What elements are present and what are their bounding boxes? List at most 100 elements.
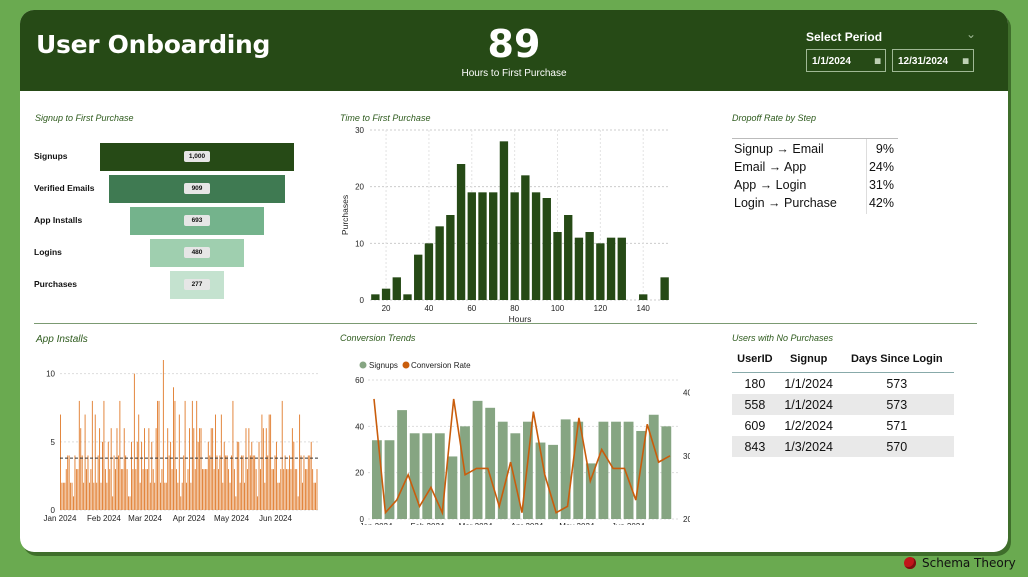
- installs-bar: [309, 455, 311, 510]
- calendar-icon[interactable]: ▦: [874, 58, 881, 65]
- x-tick-label: Mar 2024: [128, 514, 162, 523]
- installs-bar: [257, 496, 259, 510]
- x-tick-label: 20: [382, 304, 391, 313]
- chevron-down-icon[interactable]: ⌄: [966, 27, 977, 41]
- table-row[interactable]: 843 1/3/2024 570: [732, 436, 954, 457]
- installs-bar: [164, 482, 166, 510]
- x-tick-label: May 2024: [559, 522, 595, 525]
- signups-bar: [372, 440, 382, 519]
- installs-bar: [158, 400, 160, 510]
- table-row[interactable]: 609 1/2/2024 571: [732, 415, 954, 436]
- no-purchase-title: Users with No Purchases: [732, 333, 834, 343]
- installs-bar: [203, 469, 205, 510]
- installs-bar: [152, 469, 154, 510]
- installs-bar: [233, 469, 235, 510]
- installs-bar: [99, 428, 101, 510]
- installs-bar: [110, 428, 112, 510]
- end-date-value: 12/31/2024: [898, 56, 949, 67]
- installs-bar: [60, 414, 61, 510]
- calendar-icon[interactable]: ▦: [962, 58, 969, 65]
- dropoff-column-divider: [866, 139, 867, 214]
- histogram-bar: [381, 288, 391, 300]
- installs-bar: [252, 455, 254, 510]
- column-header[interactable]: Signup: [777, 346, 840, 373]
- kpi-label: Hours to First Purchase: [461, 68, 567, 79]
- installs-bar: [290, 469, 292, 510]
- histogram-bar: [660, 277, 669, 300]
- installs-bar: [67, 455, 69, 510]
- installs-bar: [113, 455, 115, 510]
- installs-bar: [146, 469, 148, 510]
- installs-bar: [102, 441, 103, 510]
- installs-bar: [70, 482, 72, 510]
- installs-bar: [115, 469, 116, 510]
- installs-bar: [255, 469, 257, 510]
- dropoff-row: Login → Purchase 42%: [732, 194, 896, 212]
- y-tick-label: 10: [355, 239, 364, 248]
- installs-bar: [190, 482, 192, 510]
- y-tick-label: 30: [355, 126, 364, 135]
- end-date-field[interactable]: 12/31/2024 ▦: [892, 49, 974, 72]
- installs-bar: [193, 428, 195, 510]
- installs-bar: [107, 441, 109, 510]
- signups-bar: [535, 442, 546, 519]
- x-tick-label: Jun 2024: [259, 514, 292, 523]
- histogram-chart: 0 10 20 30 20 40 60 80 100 120 140 Hours Purchases: [340, 126, 670, 322]
- installs-bar: [310, 441, 312, 510]
- signups-bar: [573, 421, 584, 519]
- installs-bar: [83, 482, 85, 510]
- installs-bar: [167, 428, 169, 510]
- conversion-rate-line: [373, 398, 671, 516]
- installs-bar: [220, 414, 222, 510]
- installs-bar: [74, 455, 76, 510]
- installs-bar: [284, 455, 286, 510]
- histogram-bar: [489, 192, 498, 300]
- installs-bar: [231, 455, 232, 510]
- installs-bar: [97, 455, 99, 510]
- installs-bar: [232, 400, 234, 510]
- installs-bar: [173, 387, 174, 510]
- installs-bar: [183, 455, 185, 510]
- installs-bar: [300, 455, 302, 510]
- table-row[interactable]: 558 1/1/2024 573: [732, 394, 954, 415]
- y-axis-label: Purchases: [340, 195, 350, 235]
- installs-bar: [244, 482, 245, 510]
- installs-bar: [136, 441, 138, 510]
- installs-bar: [184, 400, 186, 510]
- installs-bar: [207, 441, 209, 510]
- histogram-bar: [531, 192, 541, 300]
- y-tick-label: 10: [46, 370, 55, 379]
- installs-bar: [61, 482, 63, 510]
- x-axis-label: Hours: [509, 314, 532, 322]
- dropoff-rate: 42%: [868, 196, 894, 210]
- installs-bar: [260, 469, 261, 510]
- installs-bar: [131, 441, 132, 510]
- installs-bar: [174, 400, 176, 510]
- no-purchase-table: UserID Signup Days Since Login 180 1/1/2024…: [732, 346, 954, 457]
- column-header[interactable]: Days Since Login: [839, 346, 954, 373]
- table-cell: 573: [886, 376, 908, 391]
- installs-bar: [304, 469, 306, 510]
- column-header[interactable]: UserID: [732, 346, 778, 373]
- installs-bar: [251, 441, 253, 510]
- start-date-field[interactable]: 1/1/2024 ▦: [806, 49, 886, 72]
- installs-bar: [206, 469, 208, 510]
- installs-bar: [81, 455, 83, 510]
- installs-chart: 0 5 10 Jan 2024 Feb 2024 Mar 2024 Apr 2024 May …: [44, 360, 318, 523]
- installs-bar: [200, 428, 202, 510]
- dropoff-step: Login → Purchase: [734, 196, 837, 210]
- funnel-value-badge: 909: [184, 183, 210, 194]
- installs-bar: [117, 455, 119, 510]
- installs-bar: [289, 455, 290, 510]
- legend-label: Conversion Rate: [411, 361, 471, 370]
- histogram-bar: [371, 294, 380, 300]
- installs-bar: [275, 441, 277, 510]
- installs-bar: [126, 469, 128, 510]
- signups-bar: [585, 463, 596, 519]
- table-cell: 573: [839, 394, 954, 415]
- dropoff-rate: 9%: [875, 142, 894, 156]
- table-cell: 180: [744, 376, 766, 391]
- table-row[interactable]: 180 1/1/2024 573: [732, 373, 954, 395]
- dropoff-rate: 31%: [868, 178, 894, 192]
- installs-bar: [144, 428, 145, 510]
